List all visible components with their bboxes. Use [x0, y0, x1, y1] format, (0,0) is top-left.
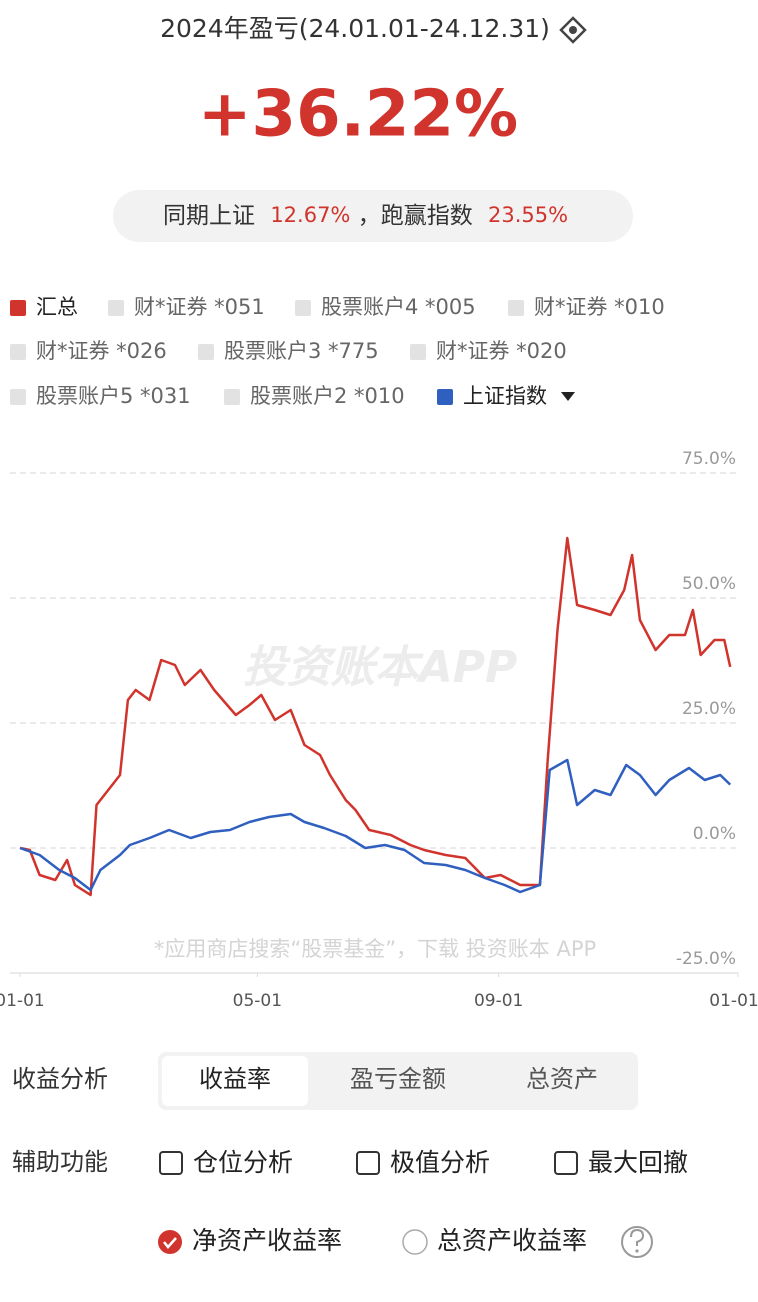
total-return: +36.22% [198, 78, 518, 152]
x-tick-label: 05-01 [233, 991, 282, 1011]
aux-label: 辅助功能 [12, 1148, 108, 1176]
legend-label[interactable]: 财*证券 *010 [534, 295, 665, 319]
legend-swatch[interactable] [508, 300, 524, 316]
legend-label[interactable]: 股票账户5 *031 [36, 384, 191, 408]
dropdown-arrow[interactable] [561, 392, 575, 401]
legend-label[interactable]: 股票账户2 *010 [250, 384, 405, 408]
checkbox-label[interactable]: 仓位分析 [193, 1148, 293, 1177]
excess-label: ，跑赢指数 [358, 203, 473, 229]
legend-swatch[interactable] [295, 300, 311, 316]
benchmark-label: 同期上证 [163, 203, 255, 229]
analysis-label: 收益分析 [12, 1065, 108, 1093]
legend-label[interactable]: 股票账户4 *005 [321, 295, 476, 319]
excess-value: 23.55% [488, 203, 568, 227]
legend-swatch[interactable] [224, 389, 240, 405]
comparison-pill [113, 190, 633, 242]
checkbox-label[interactable]: 最大回撤 [588, 1148, 688, 1177]
legend-swatch[interactable] [10, 300, 26, 316]
comparison-text: 同期上证 12.67% ，跑赢指数 23.55% [163, 203, 568, 229]
checkbox-label[interactable]: 极值分析 [390, 1148, 490, 1177]
checkbox[interactable] [159, 1151, 183, 1175]
series-line [19, 758, 732, 894]
x-tick-label: 01-01 [0, 991, 45, 1011]
legend-swatch[interactable] [198, 344, 214, 360]
tab[interactable]: 盈亏金额 [350, 1065, 446, 1093]
page-title: 2024年盈亏(24.01.01-24.12.31) [160, 14, 550, 43]
legend-swatch[interactable] [10, 344, 26, 360]
checkbox[interactable] [356, 1151, 380, 1175]
tab-selected-bg[interactable] [162, 1056, 308, 1106]
visibility-icon[interactable] [559, 16, 587, 44]
help-icon[interactable] [621, 1226, 653, 1258]
x-tick-label: 01-01 [709, 991, 758, 1011]
legend-swatch[interactable] [437, 389, 453, 405]
legend-label[interactable]: 汇总 [36, 295, 78, 319]
watermark: 投资账本APP [243, 642, 518, 693]
legend-swatch[interactable] [108, 300, 124, 316]
y-tick-label: 0.0% [693, 824, 736, 844]
tab[interactable]: 总资产 [526, 1065, 598, 1093]
radio-label[interactable]: 总资产收益率 [437, 1226, 587, 1255]
radio-label[interactable]: 净资产收益率 [192, 1226, 342, 1255]
radio-check[interactable] [163, 1237, 177, 1249]
radio-checked[interactable] [158, 1230, 182, 1254]
legend-swatch[interactable] [410, 344, 426, 360]
legend-label[interactable]: 股票账户3 *775 [224, 339, 379, 363]
series-line [19, 536, 732, 897]
x-tick-label: 09-01 [474, 991, 523, 1011]
radio[interactable] [402, 1229, 428, 1255]
y-tick-label: 75.0% [682, 449, 736, 469]
benchmark-value: 12.67% [270, 203, 350, 227]
legend-swatch[interactable] [10, 389, 26, 405]
y-tick-label: 25.0% [682, 699, 736, 719]
legend-label[interactable]: 财*证券 *020 [436, 339, 567, 363]
y-tick-label: 50.0% [682, 574, 736, 594]
tab[interactable]: 收益率 [199, 1065, 271, 1093]
legend-label[interactable]: 上证指数 [463, 384, 547, 408]
footnote: *应用商店搜索“股票基金”，下载 投资账本 APP [154, 937, 596, 961]
legend-label[interactable]: 财*证券 *026 [36, 339, 167, 363]
y-tick-label: -25.0% [676, 949, 736, 969]
legend-label[interactable]: 财*证券 *051 [134, 295, 265, 319]
checkbox[interactable] [554, 1151, 578, 1175]
